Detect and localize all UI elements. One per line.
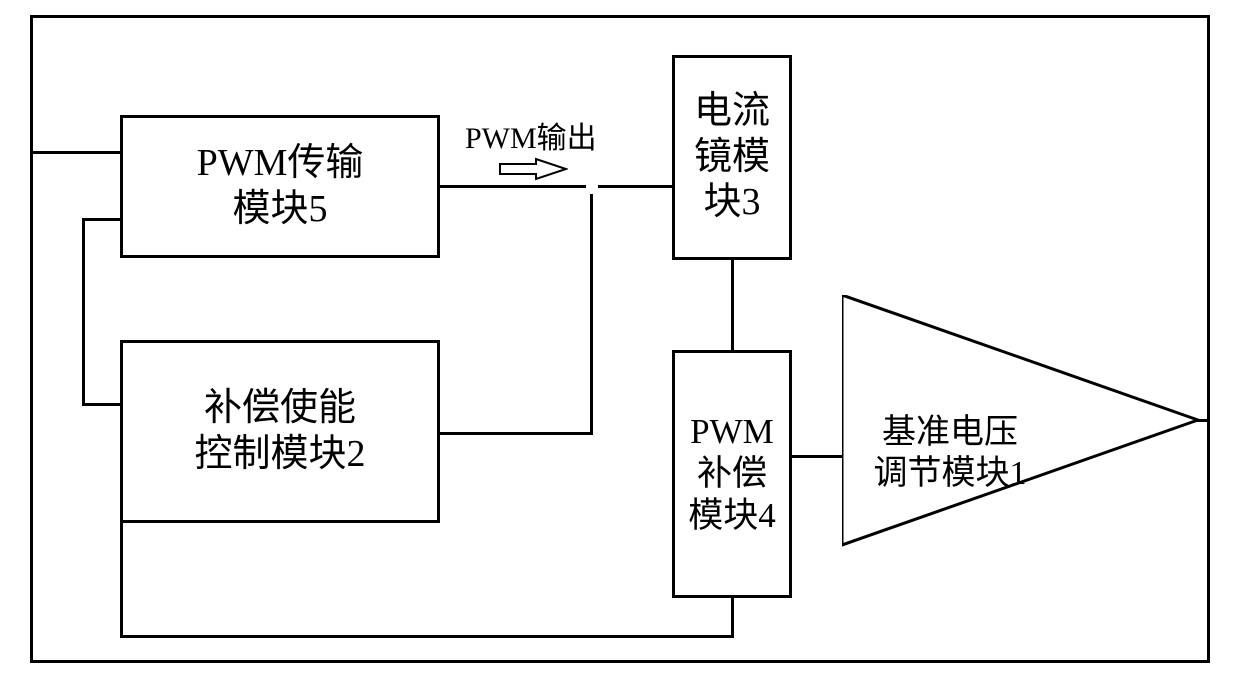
conn-block5-out-rehoriz [440,185,585,188]
block-pwm-comp: PWM 补偿 模块4 [672,350,792,598]
conn-bridge-gap [586,179,598,194]
block-pwm-transmit: PWM传输 模块5 [120,115,440,258]
pwm-output-label: PWM输出 [465,124,597,154]
amplifier-label-text: 基准电压 调节模块1 [874,414,1027,492]
conn-block3-to-block4 [731,258,734,352]
conn-bottom-to-block4 [731,596,734,638]
block-pwm-comp-label: PWM 补偿 模块4 [688,411,776,537]
conn-block5-out-afterhop [598,185,674,188]
conn-block2-out [440,432,593,435]
conn-block2-to-block3-vert [590,185,593,435]
conn-block5-left-stub [82,218,122,221]
amplifier-label: 基准电压 调节模块1 [860,372,1040,494]
block-pwm-transmit-label: PWM传输 模块5 [197,141,364,232]
conn-bottom-feedback [120,635,734,638]
block-diagram: PWM传输 模块5 补偿使能 控制模块2 电流 镜模 块3 PWM 补偿 模块4… [0,0,1240,677]
conn-bottom-to-block2 [120,521,123,638]
conn-block5-block2-vert [82,218,85,406]
conn-outer-to-block5 [30,151,122,154]
block-comp-enable-label: 补偿使能 控制模块2 [194,386,365,477]
block-current-mirror: 电流 镜模 块3 [672,55,792,260]
block-current-mirror-label: 电流 镜模 块3 [694,89,770,226]
pwm-output-arrow-icon [498,157,568,181]
conn-block2-left-stub [82,403,122,406]
block-comp-enable: 补偿使能 控制模块2 [120,340,440,523]
conn-block4-to-amp [790,455,844,458]
pwm-output-text: PWM输出 [465,122,597,155]
